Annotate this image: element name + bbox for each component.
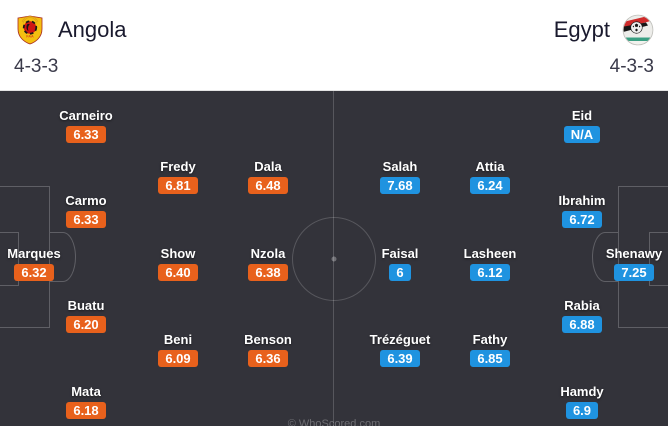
svg-text:FAA: FAA (26, 35, 34, 39)
